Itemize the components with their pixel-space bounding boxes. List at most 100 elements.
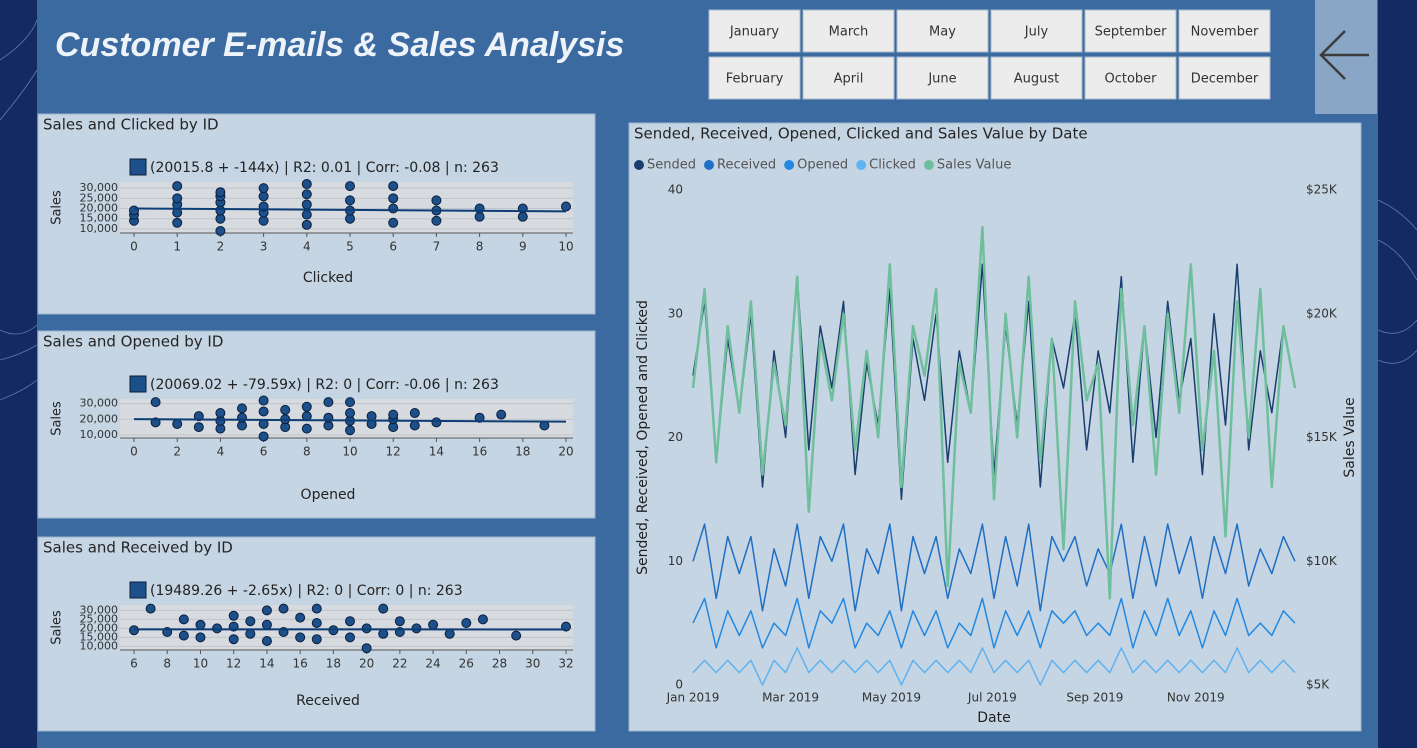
x-tick-label: 12 xyxy=(386,445,401,459)
x-tick-label: 10 xyxy=(193,657,208,671)
legend-label: Sended xyxy=(647,158,696,173)
month-button[interactable] xyxy=(1178,56,1271,100)
point xyxy=(366,411,377,422)
month-button[interactable] xyxy=(1084,9,1177,53)
x-tick-label: 0 xyxy=(130,240,138,254)
legend-label: (19489.26 + -2.65x) | R2: 0 | Corr: 0 | … xyxy=(150,583,463,599)
month-button[interactable] xyxy=(708,56,801,100)
x-axis-label: Received xyxy=(296,693,360,709)
point xyxy=(258,191,269,202)
point xyxy=(193,422,204,433)
point xyxy=(345,632,355,643)
x-tick-label: 4 xyxy=(303,240,311,254)
x-tick-label: 9 xyxy=(519,240,527,254)
month-button[interactable] xyxy=(1178,9,1271,53)
y-tick-label: 20,000 xyxy=(80,412,119,425)
y-tick-label: 30,000 xyxy=(80,397,119,410)
month-label[interactable]: June xyxy=(927,72,956,87)
point xyxy=(474,211,485,222)
month-button[interactable] xyxy=(802,9,895,53)
x-tick-label: 7 xyxy=(433,240,441,254)
month-button[interactable] xyxy=(896,56,989,100)
y2-tick-label: $15K xyxy=(1306,430,1338,444)
point xyxy=(517,211,528,222)
y-axis-label: Sended, Received, Opened and Clicked xyxy=(635,300,651,575)
month-button[interactable] xyxy=(990,9,1083,53)
month-label[interactable]: February xyxy=(726,72,784,87)
x-tick-label: 0 xyxy=(130,445,138,459)
y2-axis-label: Sales Value xyxy=(1342,397,1358,477)
legend-label: Opened xyxy=(797,158,848,173)
month-button[interactable] xyxy=(802,56,895,100)
legend-label: Clicked xyxy=(869,158,916,173)
y-tick-label: 10,000 xyxy=(80,428,119,441)
month-label[interactable]: January xyxy=(729,25,780,40)
month-label[interactable]: July xyxy=(1024,25,1049,40)
point xyxy=(228,634,239,645)
point xyxy=(280,404,291,415)
legend-marker xyxy=(704,160,714,170)
point xyxy=(172,217,183,228)
point xyxy=(409,420,420,431)
point xyxy=(215,205,226,216)
point xyxy=(193,411,204,422)
point xyxy=(411,623,422,634)
back-button[interactable] xyxy=(1315,0,1377,114)
point xyxy=(345,616,355,627)
month-label[interactable]: August xyxy=(1014,72,1060,87)
point xyxy=(361,623,372,634)
point xyxy=(295,612,306,623)
month-label[interactable]: May xyxy=(929,25,956,40)
point xyxy=(301,199,312,210)
point xyxy=(378,628,389,639)
x-tick-label: 10 xyxy=(558,240,573,254)
y2-tick-label: $20K xyxy=(1306,306,1338,320)
plot-area xyxy=(120,605,573,650)
x-tick-label: 28 xyxy=(492,657,507,671)
point xyxy=(388,203,399,214)
point xyxy=(295,632,306,643)
y-tick-label: 20,000 xyxy=(80,202,119,215)
y2-tick-label: $25K xyxy=(1306,183,1338,197)
y-tick-label: 30 xyxy=(668,306,683,320)
panel-title: Sended, Received, Opened, Clicked and Sa… xyxy=(634,125,1088,143)
month-button[interactable] xyxy=(708,9,801,53)
point xyxy=(388,181,399,192)
x-tick-label: 4 xyxy=(217,445,225,459)
point xyxy=(261,636,272,646)
series-line xyxy=(692,523,1296,612)
point xyxy=(261,605,272,616)
point xyxy=(258,215,269,226)
point xyxy=(361,643,372,654)
panel-title: Sales and Received by ID xyxy=(43,539,233,557)
month-label[interactable]: March xyxy=(829,25,869,40)
month-label[interactable]: December xyxy=(1191,72,1259,87)
month-label[interactable]: November xyxy=(1191,25,1259,40)
y2-tick-label: $10K xyxy=(1306,554,1338,568)
point xyxy=(345,397,355,408)
x-tick-label: Jul 2019 xyxy=(967,691,1017,705)
month-label[interactable]: April xyxy=(834,72,864,87)
point xyxy=(394,616,405,627)
x-tick-label: 18 xyxy=(326,657,341,671)
point xyxy=(428,619,439,630)
month-button[interactable] xyxy=(1084,56,1177,100)
point xyxy=(345,213,355,224)
legend-label: (20069.02 + -79.59x) | R2: 0 | Corr: -0.… xyxy=(150,377,499,393)
point xyxy=(388,193,399,204)
point xyxy=(323,397,334,408)
point xyxy=(431,417,442,428)
y-tick-label: 10 xyxy=(668,554,683,568)
point xyxy=(345,195,355,206)
point xyxy=(195,632,206,643)
x-tick-label: Nov 2019 xyxy=(1167,691,1225,705)
point xyxy=(345,425,355,436)
month-button[interactable] xyxy=(990,56,1083,100)
point xyxy=(129,205,139,216)
month-button[interactable] xyxy=(896,9,989,53)
month-label[interactable]: October xyxy=(1104,72,1157,87)
legend-label: Received xyxy=(717,158,776,173)
x-tick-label: 32 xyxy=(558,657,573,671)
month-label[interactable]: September xyxy=(1095,25,1168,40)
